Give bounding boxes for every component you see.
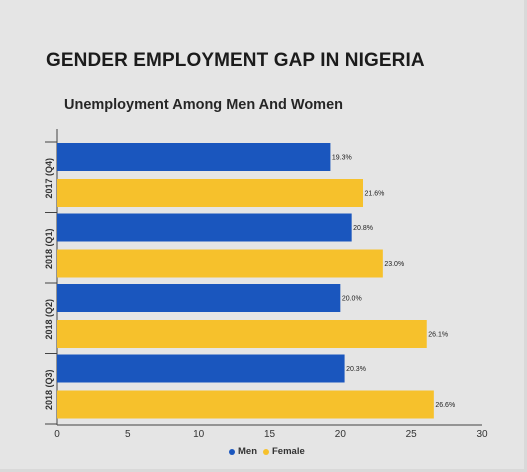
bar-men [57,213,352,242]
legend-marker-men [229,448,235,455]
data-label-men: 20.0% [342,296,362,303]
bar-men [57,143,331,171]
bar-female [57,179,363,207]
data-label-men: 19.3% [332,155,352,162]
legend-item-men[interactable]: Men [229,446,257,457]
legend-label-men: Men [238,446,257,457]
data-label-men: 20.8% [353,225,373,232]
bar-female [57,320,427,348]
x-tick-label: 30 [476,429,488,440]
bar-female [57,249,383,278]
category-label: 2017 (Q4) [44,158,54,199]
category-label: 2018 (Q2) [44,299,54,340]
bar-men [57,284,341,312]
data-label-female: 21.6% [365,191,385,198]
data-label-female: 26.1% [428,332,448,339]
x-tick-label: 20 [335,429,347,440]
x-tick-label: 10 [193,429,205,440]
bar-female [57,390,434,419]
x-tick-label: 5 [125,429,131,440]
category-label: 2018 (Q3) [44,369,54,410]
legend-marker-female [263,448,269,455]
x-tick-label: 25 [406,429,418,440]
bar-men [57,354,345,383]
x-tick-label: 15 [264,429,276,440]
data-label-female: 23.0% [384,261,404,268]
chart-title: GENDER EMPLOYMENT GAP IN NIGERIA [46,50,425,71]
data-label-female: 26.6% [435,402,455,409]
x-tick-label: 0 [54,429,60,440]
legend-item-female[interactable]: Female [263,446,305,457]
legend: Men Female [229,446,305,457]
category-label: 2018 (Q1) [44,228,54,269]
data-label-men: 20.3% [346,366,366,373]
chart-subtitle: Unemployment Among Men And Women [64,97,343,113]
legend-label-female: Female [272,446,305,457]
